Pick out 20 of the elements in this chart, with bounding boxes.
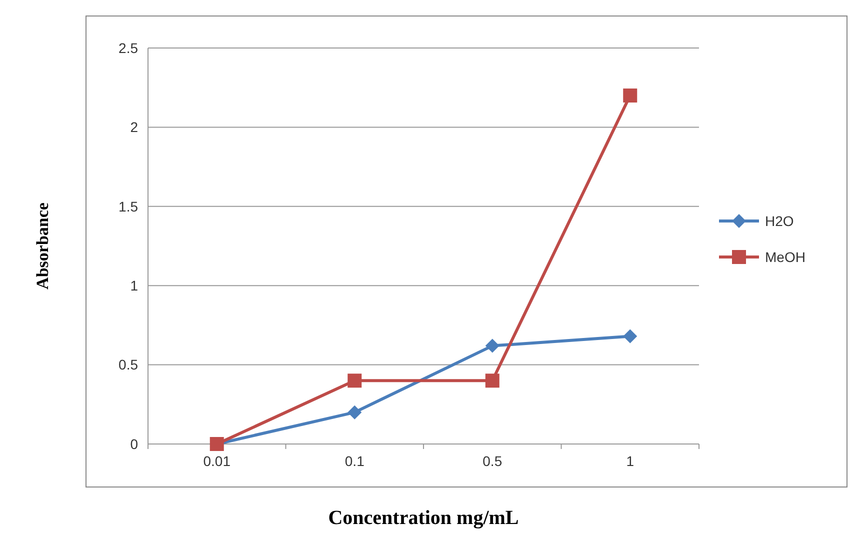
y-tick-label: 0 — [130, 436, 138, 452]
point — [348, 374, 362, 388]
y-tick-label: 1.5 — [118, 198, 138, 214]
point — [623, 88, 638, 103]
y-tick-label: 1 — [130, 278, 138, 294]
point — [348, 405, 362, 420]
y-axis-title: Absorbance — [33, 202, 52, 290]
y-tick-label: 2 — [130, 119, 138, 136]
x-axis-title: Concentration mg/mL — [328, 507, 519, 529]
y-tick-label: 0.5 — [118, 356, 138, 373]
x-tick-label: 0.5 — [482, 453, 502, 469]
point — [485, 374, 500, 388]
legend-label: H2O — [765, 212, 794, 229]
y-tick-label: 2.5 — [118, 40, 138, 56]
point — [485, 338, 500, 353]
x-tick-label: 0.01 — [203, 453, 231, 469]
legend-label: MeOH — [765, 248, 806, 265]
point — [623, 329, 638, 344]
x-tick-label: 1 — [626, 453, 634, 469]
x-tick-label: 0.1 — [344, 453, 365, 469]
